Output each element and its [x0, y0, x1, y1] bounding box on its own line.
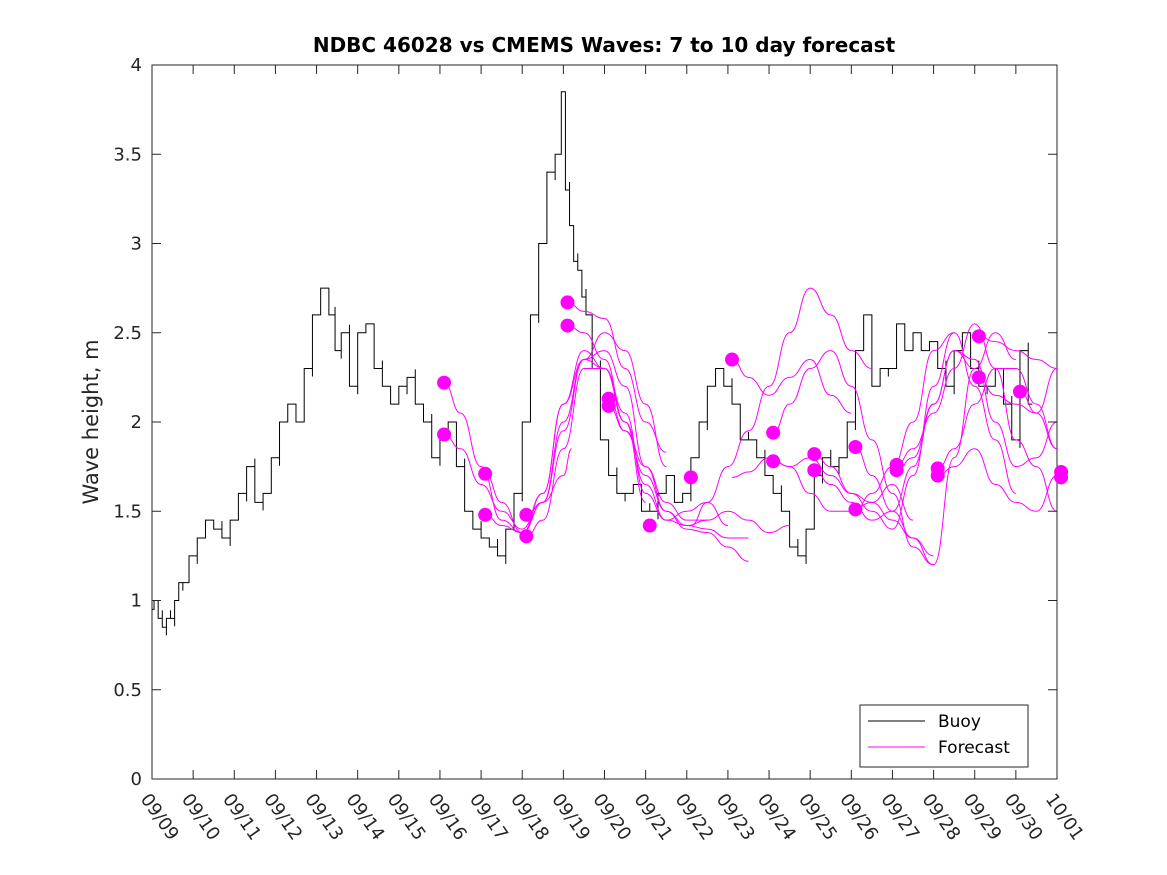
forecast-trace — [443, 382, 573, 534]
forecast-trace — [937, 367, 1057, 469]
buoy-series — [152, 91, 1033, 636]
forecast-start-marker — [1054, 470, 1069, 485]
forecast-series — [443, 287, 1057, 566]
forecast-start-marker — [519, 529, 534, 544]
forecast-start-marker — [766, 454, 781, 469]
forecast-trace — [1019, 391, 1057, 450]
forecast-start-marker — [930, 468, 945, 483]
forecast-start-marker — [807, 463, 822, 478]
forecast-start-marker — [807, 447, 822, 462]
forecast-trace — [855, 332, 1017, 510]
forecast-trace — [526, 350, 708, 527]
forecast-trace — [978, 335, 1057, 369]
forecast-trace — [690, 287, 872, 527]
forecast-start-marker — [601, 398, 616, 413]
forecast-start-marker — [437, 375, 452, 390]
y-axis-label: Wave height, m — [79, 339, 103, 504]
forecast-start-marker — [889, 463, 904, 478]
y-tick-label: 0.5 — [113, 680, 142, 701]
forecast-trace — [937, 448, 1057, 512]
forecast-start-marker — [1012, 384, 1027, 399]
forecast-start-marker — [560, 295, 575, 310]
forecast-trace — [526, 367, 729, 537]
forecast-trace — [896, 350, 1057, 471]
forecast-start-marker — [437, 427, 452, 442]
forecast-start-marker — [725, 352, 740, 367]
forecast-start-marker — [971, 370, 986, 385]
forecast-start-marker — [766, 425, 781, 440]
forecast-start-marker — [971, 329, 986, 344]
y-tick-label: 2 — [131, 412, 142, 433]
forecast-trace — [567, 301, 667, 453]
legend-box — [859, 704, 1029, 768]
legend: Buoy Forecast — [859, 704, 1029, 768]
forecast-start-marker — [478, 466, 493, 481]
y-tick-label: 3 — [131, 234, 142, 255]
forecast-trace — [855, 332, 1016, 566]
forecast-trace — [567, 325, 749, 539]
buoy-line — [152, 91, 1033, 636]
chart-title: NDBC 46028 vs CMEMS Waves: 7 to 10 day f… — [313, 33, 896, 57]
y-tick-label: 0 — [131, 769, 142, 790]
y-tick-label: 1.5 — [113, 501, 142, 522]
forecast-markers — [437, 295, 1069, 544]
y-axis: 0 0.5 1 1.5 2 2.5 3 3.5 4 — [113, 55, 1057, 790]
forecast-start-marker — [560, 318, 575, 333]
forecast-start-marker — [848, 502, 863, 517]
y-tick-label: 2.5 — [113, 323, 142, 344]
legend-forecast-label: Forecast — [938, 738, 1010, 758]
y-tick-label: 3.5 — [113, 144, 142, 165]
forecast-trace — [731, 359, 852, 414]
forecast-start-marker — [848, 439, 863, 454]
y-tick-label: 1 — [131, 591, 142, 612]
forecast-start-marker — [478, 507, 493, 522]
y-tick-label: 4 — [131, 55, 142, 76]
forecast-trace — [485, 332, 667, 534]
forecast-start-marker — [683, 470, 698, 485]
forecast-start-marker — [642, 518, 657, 533]
forecast-trace — [978, 367, 1057, 414]
forecast-start-marker — [519, 507, 534, 522]
forecast-trace — [814, 332, 955, 530]
legend-buoy-label: Buoy — [938, 712, 981, 732]
